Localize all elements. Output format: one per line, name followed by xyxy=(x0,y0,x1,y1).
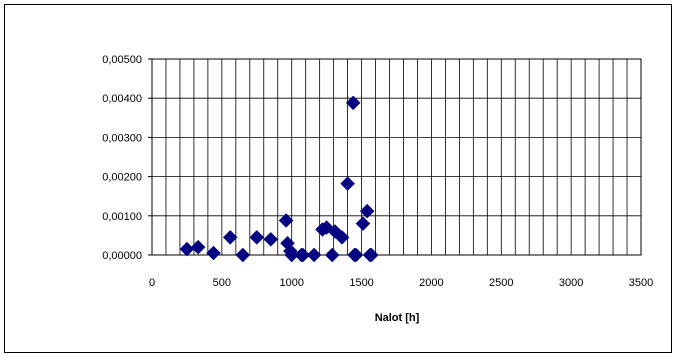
data-point xyxy=(324,247,340,263)
x-tick-label: 0 xyxy=(149,277,155,289)
data-point xyxy=(306,247,322,263)
data-point xyxy=(340,176,355,192)
data-point xyxy=(222,230,238,245)
data-point xyxy=(334,230,350,245)
data-point xyxy=(363,247,379,263)
data-point xyxy=(348,247,364,263)
x-axis-tick-labels: 0 500 1000 1500 2000 2500 3000 3500 xyxy=(149,277,653,289)
x-tick-label: 1000 xyxy=(279,277,303,289)
x-tick-label: 2500 xyxy=(489,277,513,289)
x-axis-title: Nalot [h] xyxy=(375,312,420,324)
data-point xyxy=(263,231,279,247)
chart-frame xyxy=(4,4,672,353)
data-point xyxy=(345,95,361,111)
grid xyxy=(152,59,641,255)
x-tick-label: 2000 xyxy=(419,277,443,289)
data-point xyxy=(359,203,375,219)
y-tick-label: 0,00300 xyxy=(102,132,142,144)
data-point xyxy=(295,247,311,263)
data-point xyxy=(355,216,371,231)
y-tick-label: 0,00100 xyxy=(102,211,142,223)
data-point xyxy=(206,245,221,261)
x-tick-label: 3000 xyxy=(559,277,583,289)
plot-area-border xyxy=(151,58,642,256)
x-tick-label: 3500 xyxy=(629,277,653,289)
y-tick-label: 0,00000 xyxy=(102,250,142,262)
data-point xyxy=(179,241,195,257)
data-point xyxy=(284,247,300,263)
x-tick-label: 500 xyxy=(213,277,231,289)
data-point xyxy=(278,213,294,228)
x-tick-label: 1500 xyxy=(349,277,373,289)
data-point xyxy=(190,239,206,255)
data-point xyxy=(235,247,251,263)
y-tick-label: 0,00500 xyxy=(102,54,142,66)
y-axis-tick-labels: 0,00000 0,00100 0,00200 0,00300 0,00400 0,005… xyxy=(102,54,152,262)
y-tick-label: 0,00200 xyxy=(102,172,142,184)
data-points xyxy=(179,95,379,263)
y-tick-label: 0,00400 xyxy=(102,93,142,105)
data-point xyxy=(249,230,265,245)
